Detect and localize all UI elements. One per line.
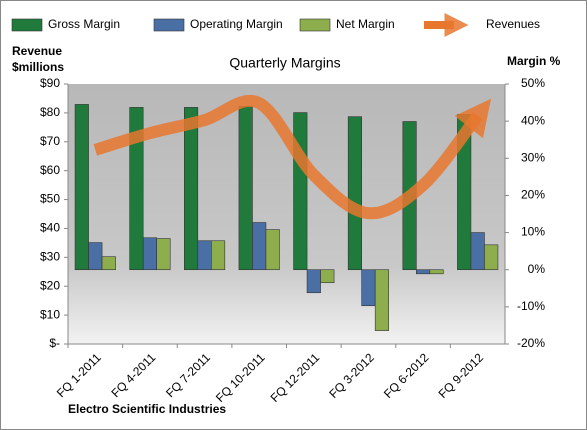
bar bbox=[211, 240, 226, 271]
bar bbox=[470, 232, 485, 271]
bar bbox=[306, 269, 321, 294]
legend-swatch bbox=[11, 18, 43, 32]
bar bbox=[429, 269, 444, 275]
y-tick-label: $70 bbox=[40, 134, 60, 148]
bar bbox=[142, 237, 157, 271]
y-tick-label: $- bbox=[49, 336, 60, 350]
legend-label: Gross Margin bbox=[48, 17, 120, 31]
y-tick-label: $40 bbox=[40, 221, 60, 235]
legend-label: Revenues bbox=[486, 17, 540, 31]
footer: Electro Scientific Industries bbox=[68, 402, 226, 416]
bar bbox=[374, 269, 389, 331]
bar bbox=[265, 229, 280, 271]
bar bbox=[238, 105, 253, 271]
bar bbox=[347, 116, 362, 271]
bar bbox=[484, 244, 499, 271]
chart-title: Quarterly Margins bbox=[229, 55, 340, 71]
bar bbox=[293, 112, 308, 271]
bar bbox=[156, 238, 171, 271]
y2-tick-label: 10% bbox=[521, 225, 545, 239]
line bbox=[93, 94, 492, 220]
y2-tick-label: 40% bbox=[521, 113, 545, 127]
y-axis-title: Revenue bbox=[12, 44, 62, 58]
y2-tick-label: -10% bbox=[517, 299, 545, 313]
y-tick-label: $10 bbox=[40, 307, 60, 321]
y2-tick-label: 0% bbox=[528, 262, 546, 276]
y2-axis-title: Margin % bbox=[507, 54, 561, 68]
legend-label: Net Margin bbox=[336, 17, 395, 31]
bar bbox=[252, 222, 267, 271]
y2-tick-label: 30% bbox=[521, 150, 545, 164]
bar bbox=[416, 269, 431, 275]
legend-swatch bbox=[153, 18, 185, 32]
y-tick-label: $60 bbox=[40, 163, 60, 177]
y2-tick-label: -20% bbox=[517, 336, 545, 350]
legend-label: Operating Margin bbox=[190, 17, 283, 31]
bar bbox=[74, 104, 89, 271]
bar bbox=[197, 240, 212, 271]
legend-swatch bbox=[299, 18, 331, 32]
y-tick-label: $50 bbox=[40, 192, 60, 206]
y-tick-label: $20 bbox=[40, 278, 60, 292]
y-tick-label: $30 bbox=[40, 250, 60, 264]
bar bbox=[129, 107, 144, 271]
bar bbox=[361, 269, 376, 307]
y-axis-title: $millions bbox=[12, 60, 64, 74]
bar bbox=[88, 242, 103, 271]
bar bbox=[101, 256, 116, 271]
y2-tick-label: 50% bbox=[521, 76, 545, 90]
y-tick-label: $80 bbox=[40, 105, 60, 119]
y-tick-label: $90 bbox=[40, 76, 60, 90]
bar bbox=[184, 107, 199, 271]
y2-tick-label: 20% bbox=[521, 188, 545, 202]
bar bbox=[320, 269, 335, 284]
